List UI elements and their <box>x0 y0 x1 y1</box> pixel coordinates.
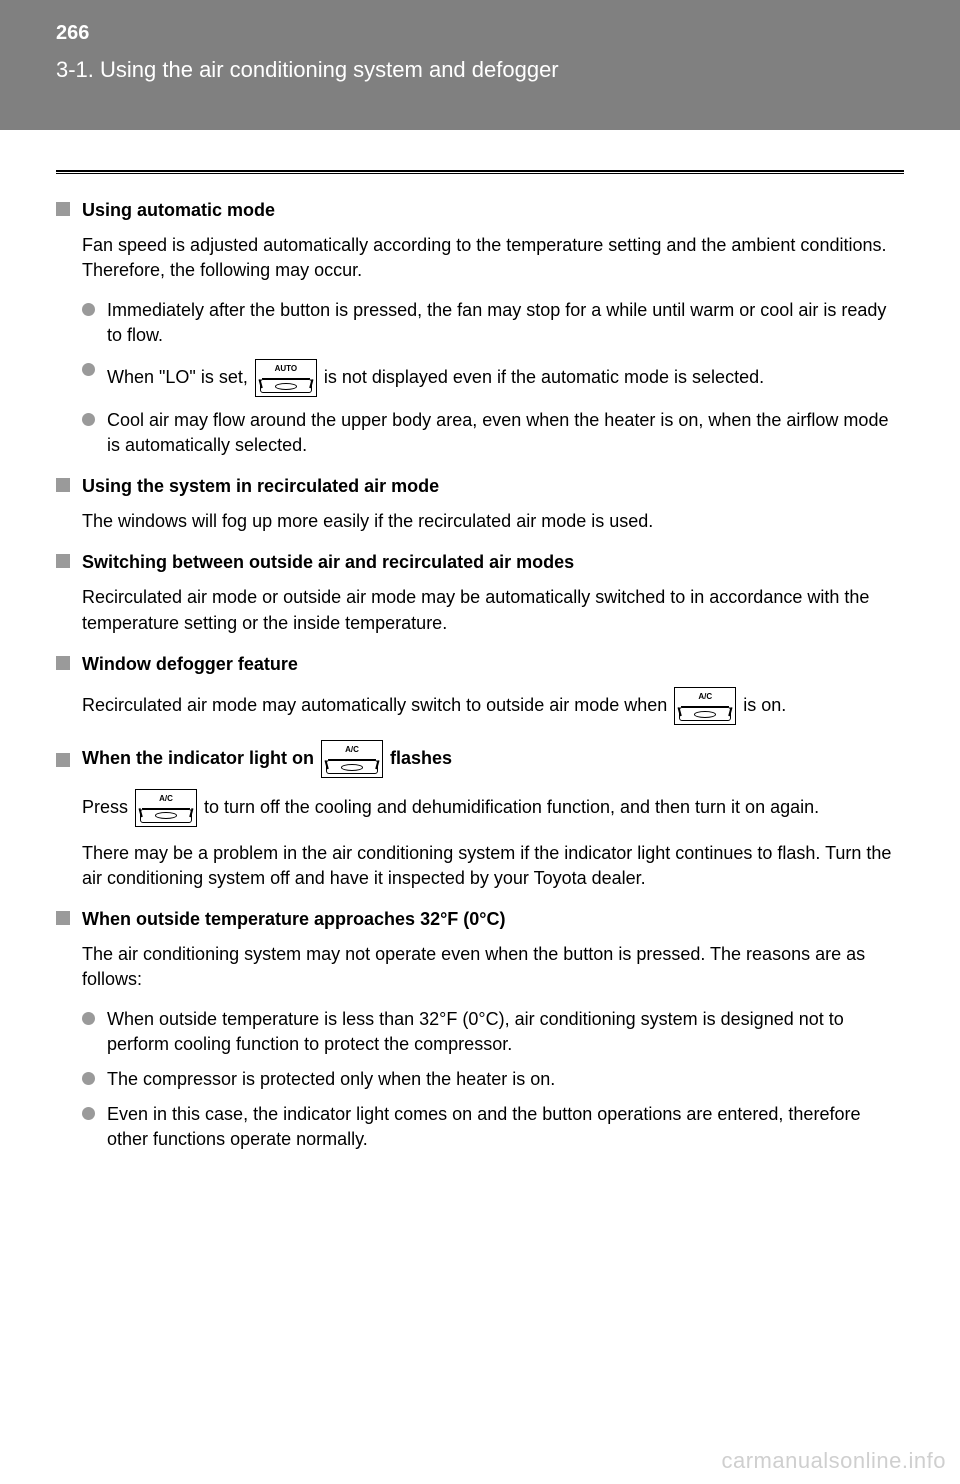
bullet-item: Even in this case, the indicator light c… <box>82 1102 904 1152</box>
bullet-item: When "LO" is set, AUTO is not displayed … <box>82 358 904 398</box>
square-bullet-icon <box>56 911 70 925</box>
button-label: A/C <box>698 693 712 701</box>
round-bullet-icon <box>82 1012 95 1025</box>
ac-button-icon: A/C <box>674 687 736 725</box>
bullet-text: When "LO" is set, AUTO is not displayed … <box>107 358 904 398</box>
heading-text: When outside temperature approaches 32°F… <box>82 907 505 932</box>
heading-recirculated: Using the system in recirculated air mod… <box>56 474 904 499</box>
text-fragment: is on. <box>743 695 786 715</box>
square-bullet-icon <box>56 478 70 492</box>
bullet-item: When outside temperature is less than 32… <box>82 1007 904 1057</box>
header-band: 266 3-1. Using the air conditioning syst… <box>0 0 960 130</box>
round-bullet-icon <box>82 413 95 426</box>
watermark: carmanualsonline.info <box>721 1448 946 1474</box>
bullet-text: The compressor is protected only when th… <box>107 1067 904 1092</box>
square-bullet-icon <box>56 656 70 670</box>
bullet-item: Cool air may flow around the upper body … <box>82 408 904 458</box>
text-fragment: Recirculated air mode may automatically … <box>82 695 672 715</box>
paragraph: Recirculated air mode may automatically … <box>82 687 904 725</box>
heading-text: When the indicator light on A/C flashes <box>82 739 452 779</box>
section-title: 3-1. Using the air conditioning system a… <box>56 57 559 83</box>
heading-text: Using automatic mode <box>82 198 275 223</box>
ac-button-icon: A/C <box>135 789 197 827</box>
paragraph: The windows will fog up more easily if t… <box>82 509 904 534</box>
square-bullet-icon <box>56 202 70 216</box>
paragraph: Fan speed is adjusted automatically acco… <box>82 233 904 283</box>
heading-text: Switching between outside air and recirc… <box>82 550 574 575</box>
round-bullet-icon <box>82 1107 95 1120</box>
button-label: A/C <box>159 795 173 803</box>
text-fragment: flashes <box>390 748 452 768</box>
text-fragment: to turn off the cooling and dehumidifica… <box>204 796 819 816</box>
heading-switching-modes: Switching between outside air and recirc… <box>56 550 904 575</box>
heading-text: Using the system in recirculated air mod… <box>82 474 439 499</box>
ac-button-icon: A/C <box>321 740 383 778</box>
square-bullet-icon <box>56 554 70 568</box>
bullet-item: Immediately after the button is pressed,… <box>82 298 904 348</box>
page-number: 266 <box>56 22 89 45</box>
heading-defogger: Window defogger feature <box>56 652 904 677</box>
heading-indicator-flashes: When the indicator light on A/C flashes <box>56 739 904 779</box>
bullet-text: Immediately after the button is pressed,… <box>107 298 904 348</box>
bullet-text: Cool air may flow around the upper body … <box>107 408 904 458</box>
paragraph: Press A/C to turn off the cooling and de… <box>82 789 904 827</box>
bullet-text: When outside temperature is less than 32… <box>107 1007 904 1057</box>
button-label: AUTO <box>275 365 298 373</box>
paragraph: Recirculated air mode or outside air mod… <box>82 585 904 635</box>
heading-text: Window defogger feature <box>82 652 298 677</box>
text-fragment: is not displayed even if the automatic m… <box>324 367 764 387</box>
round-bullet-icon <box>82 363 95 376</box>
paragraph: The air conditioning system may not oper… <box>82 942 904 992</box>
button-label: A/C <box>345 746 359 754</box>
text-fragment: When "LO" is set, <box>107 367 253 387</box>
text-fragment: Press <box>82 796 133 816</box>
double-rule <box>56 170 904 174</box>
round-bullet-icon <box>82 1072 95 1085</box>
text-fragment: When the indicator light on <box>82 748 319 768</box>
bullet-item: The compressor is protected only when th… <box>82 1067 904 1092</box>
paragraph: There may be a problem in the air condit… <box>82 841 904 891</box>
bullet-text: Even in this case, the indicator light c… <box>107 1102 904 1152</box>
content: Using automatic mode Fan speed is adjust… <box>0 198 960 1153</box>
body-area: Using automatic mode Fan speed is adjust… <box>0 130 960 1484</box>
heading-outside-temp: When outside temperature approaches 32°F… <box>56 907 904 932</box>
heading-automatic-mode: Using automatic mode <box>56 198 904 223</box>
square-bullet-icon <box>56 753 70 767</box>
round-bullet-icon <box>82 303 95 316</box>
auto-button-icon: AUTO <box>255 359 317 397</box>
